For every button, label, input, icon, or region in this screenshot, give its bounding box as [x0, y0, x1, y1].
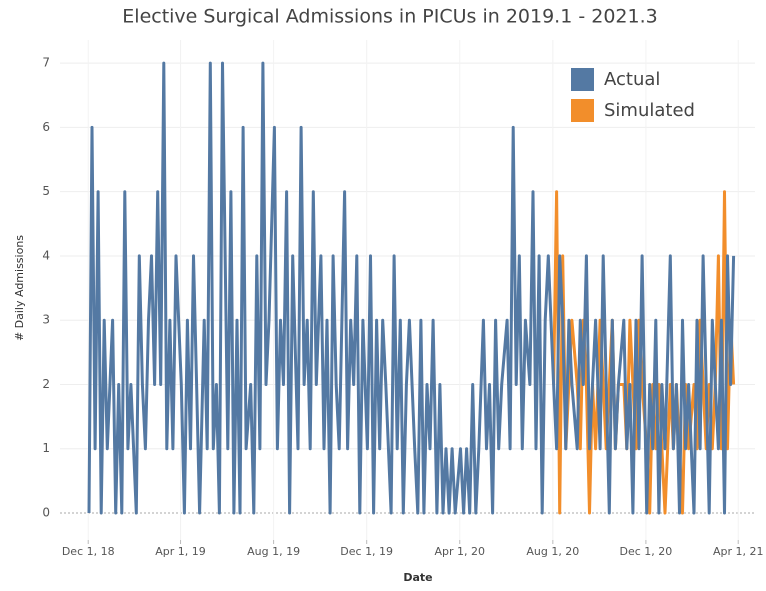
legend-swatch: [571, 99, 594, 122]
legend-label: Simulated: [604, 100, 695, 121]
y-tick-label: 1: [42, 441, 50, 455]
x-tick-label: Dec 1, 20: [620, 545, 673, 558]
y-axis-label: # Daily Admissions: [13, 235, 26, 341]
y-tick-label: 0: [42, 506, 50, 520]
y-tick-label: 2: [42, 377, 50, 391]
x-axis-label: Date: [403, 571, 432, 584]
x-tick-label: Dec 1, 18: [62, 545, 115, 558]
y-tick-label: 7: [42, 56, 50, 70]
x-tick-label: Dec 1, 19: [340, 545, 393, 558]
y-tick-label: 5: [42, 184, 50, 198]
legend-label: Actual: [604, 69, 660, 90]
y-tick-label: 4: [42, 248, 50, 262]
y-tick-label: 3: [42, 313, 50, 327]
x-tick-label: Apr 1, 19: [155, 545, 206, 558]
series-line: [87, 61, 736, 515]
y-tick-label: 6: [42, 120, 50, 134]
x-tick-label: Apr 1, 21: [713, 545, 764, 558]
legend-swatch: [571, 68, 594, 91]
x-tick-label: Aug 1, 19: [247, 545, 300, 558]
x-tick-label: Aug 1, 20: [526, 545, 579, 558]
x-tick-label: Apr 1, 20: [435, 545, 486, 558]
chart-title: Elective Surgical Admissions in PICUs in…: [122, 6, 657, 28]
